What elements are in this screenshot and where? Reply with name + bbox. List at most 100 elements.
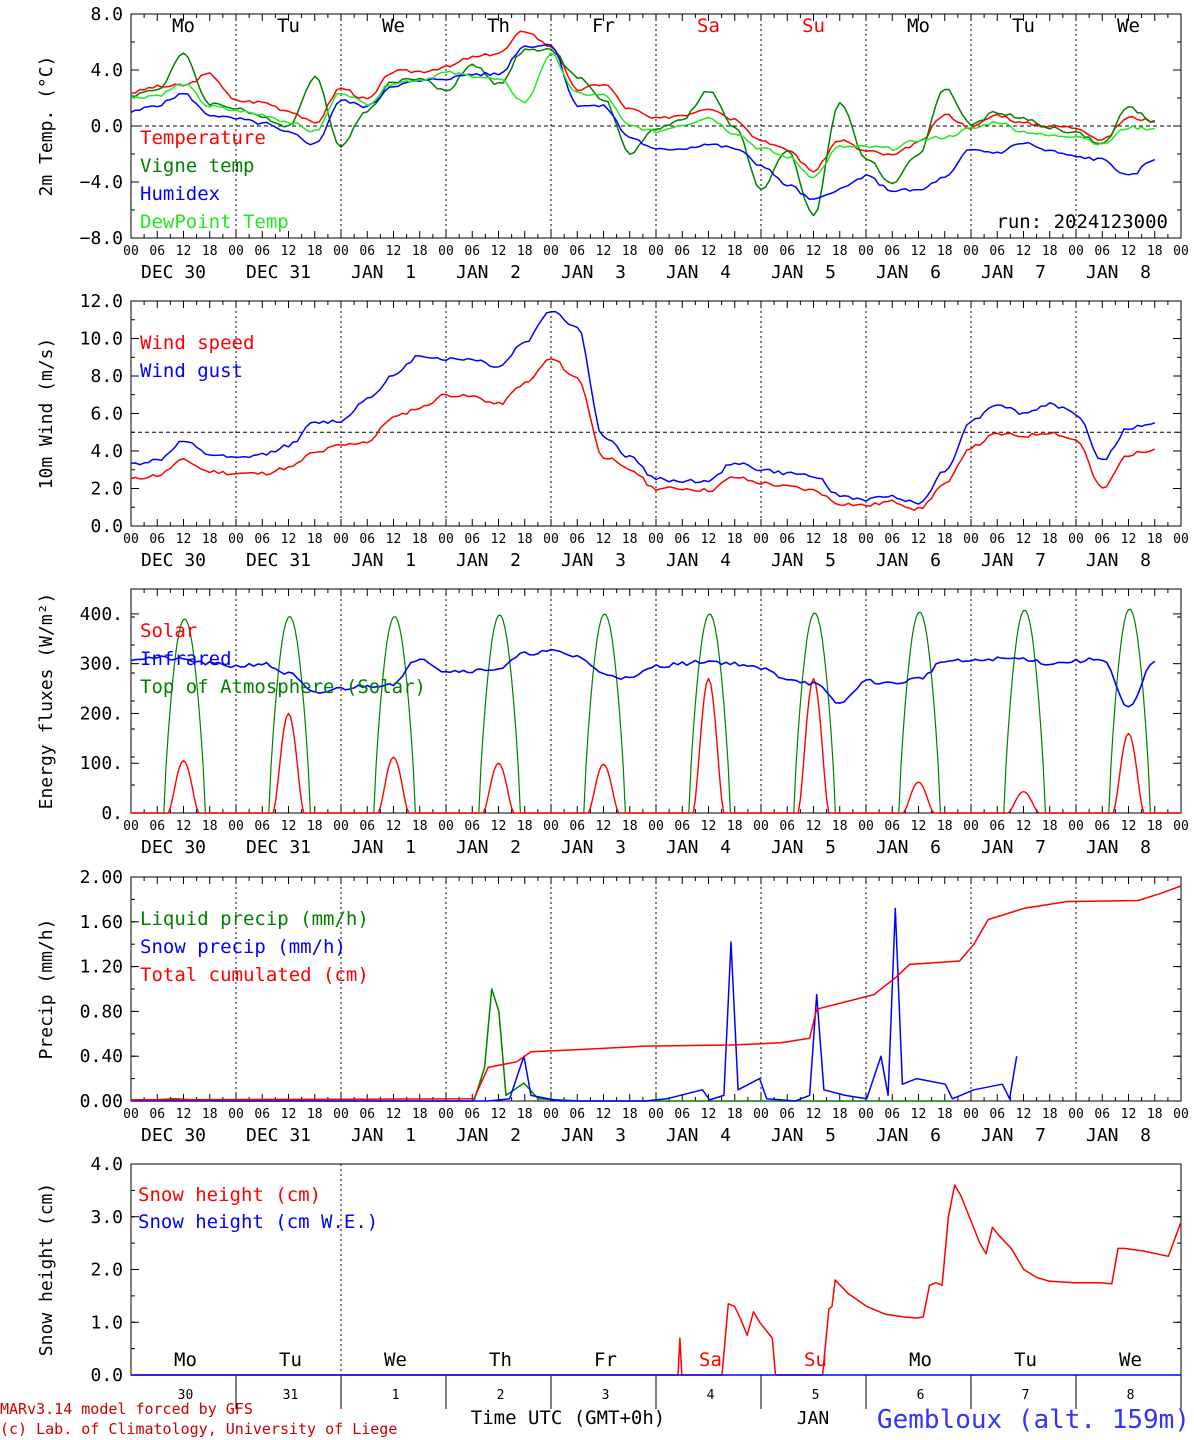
hour-tick-label: 12 [386, 532, 402, 547]
hour-tick-label: 00 [963, 244, 979, 259]
legend-entry: Infrared [140, 648, 232, 670]
day-of-week-label: Mo [909, 1349, 932, 1371]
hour-tick-label: 00 [123, 819, 139, 834]
legend-entry: Solar [140, 620, 197, 642]
hour-tick-label: 12 [1016, 1107, 1032, 1122]
hour-tick-label: 00 [1173, 532, 1189, 547]
y-axis-label: 10m Wind (m/s) [36, 338, 57, 490]
hour-tick-label: 00 [753, 244, 769, 259]
day-of-week-label: We [1119, 1349, 1142, 1371]
hour-tick-label: 06 [674, 532, 690, 547]
hour-tick-label: 00 [753, 819, 769, 834]
y-tick-label: 8.0 [90, 366, 123, 387]
date-label: JAN 8 [1086, 1125, 1151, 1146]
date-label: JAN 3 [561, 837, 626, 858]
hour-tick-label: 12 [596, 819, 612, 834]
hour-tick-label: 06 [779, 244, 795, 259]
hour-tick-label: 00 [228, 244, 244, 259]
hour-tick-label: 12 [491, 1107, 507, 1122]
hour-tick-label: 18 [202, 244, 218, 259]
day-of-week-label: Mo [172, 15, 195, 37]
hour-tick-label: 18 [1042, 1107, 1058, 1122]
day-number-label: 5 [812, 1388, 820, 1403]
hour-tick-label: 12 [806, 1107, 822, 1122]
date-label: JAN 2 [456, 550, 521, 571]
date-label: JAN 4 [666, 1125, 731, 1146]
hour-tick-label: 06 [884, 244, 900, 259]
y-tick-label: 3.0 [90, 1207, 123, 1228]
y-tick-label: 1.0 [90, 1312, 123, 1333]
y-axis-label: Precip (mm/h) [36, 919, 57, 1060]
y-tick-label: 4.0 [90, 1154, 123, 1175]
footer-credit-label: (c) Lab. of Climatology, University of L… [0, 1420, 397, 1438]
hour-tick-label: 18 [1147, 819, 1163, 834]
hour-tick-label: 06 [674, 819, 690, 834]
hour-tick-label: 12 [281, 244, 297, 259]
date-label: JAN 5 [771, 262, 836, 283]
day-of-week-label: Su [804, 1349, 827, 1371]
hour-tick-label: 06 [674, 244, 690, 259]
location-label: Gembloux (alt. 159m) [877, 1405, 1190, 1435]
hour-tick-label: 18 [937, 1107, 953, 1122]
legend-entry: Snow precip (mm/h) [140, 936, 346, 958]
hour-tick-label: 06 [884, 1107, 900, 1122]
legend-entry: DewPoint Temp [140, 211, 289, 233]
y-tick-label: 2.00 [80, 867, 123, 888]
hour-tick-label: 18 [202, 1107, 218, 1122]
hour-tick-label: 12 [701, 244, 717, 259]
legend-entry: Liquid precip (mm/h) [140, 908, 369, 930]
hour-tick-label: 18 [727, 819, 743, 834]
date-label: JAN 3 [561, 262, 626, 283]
hour-tick-label: 06 [884, 532, 900, 547]
day-of-week-label: Tu [1012, 15, 1035, 37]
hour-tick-label: 18 [1147, 532, 1163, 547]
hour-tick-label: 12 [1016, 244, 1032, 259]
day-of-week-label: We [384, 1349, 407, 1371]
hour-tick-label: 06 [359, 244, 375, 259]
hour-tick-label: 12 [386, 244, 402, 259]
hour-tick-label: 12 [596, 244, 612, 259]
hour-tick-label: 06 [779, 819, 795, 834]
hour-tick-label: 18 [412, 1107, 428, 1122]
hour-tick-label: 18 [307, 1107, 323, 1122]
hour-tick-label: 18 [1147, 1107, 1163, 1122]
hour-tick-label: 18 [1042, 532, 1058, 547]
hour-tick-label: 00 [648, 244, 664, 259]
hour-tick-label: 00 [438, 819, 454, 834]
date-label: DEC 31 [246, 1125, 311, 1146]
precip-series-line [131, 907, 1018, 1102]
hour-tick-label: 00 [438, 1107, 454, 1122]
day-of-week-label: Mo [174, 1349, 197, 1371]
temp-series-line [130, 43, 1156, 200]
day-of-week-label: Sa [699, 1349, 722, 1371]
hour-tick-label: 00 [123, 532, 139, 547]
hour-tick-label: 18 [832, 244, 848, 259]
date-label: JAN 7 [981, 1125, 1046, 1146]
infrared-line [130, 648, 1156, 708]
date-label: JAN 2 [456, 262, 521, 283]
hour-tick-label: 12 [491, 532, 507, 547]
hour-tick-label: 12 [176, 244, 192, 259]
hour-tick-label: 06 [254, 819, 270, 834]
hour-tick-label: 18 [517, 532, 533, 547]
snow-series-line [131, 1184, 1182, 1376]
hour-tick-label: 12 [176, 1107, 192, 1122]
date-label: DEC 30 [141, 837, 206, 858]
hour-tick-label: 00 [228, 819, 244, 834]
day-of-week-label: Mo [907, 15, 930, 37]
hour-tick-label: 06 [254, 244, 270, 259]
date-label: DEC 30 [141, 262, 206, 283]
hour-tick-label: 00 [438, 532, 454, 547]
hour-tick-label: 12 [1121, 819, 1137, 834]
date-label: JAN 8 [1086, 262, 1151, 283]
hour-tick-label: 06 [569, 1107, 585, 1122]
day-number-label: 30 [178, 1388, 194, 1403]
hour-tick-label: 18 [517, 819, 533, 834]
hour-tick-label: 00 [333, 244, 349, 259]
date-label: JAN 5 [771, 550, 836, 571]
day-of-week-label: Su [802, 15, 825, 37]
y-tick-label: 1.20 [80, 957, 123, 978]
hour-tick-label: 06 [1094, 244, 1110, 259]
date-label: JAN 1 [351, 550, 416, 571]
